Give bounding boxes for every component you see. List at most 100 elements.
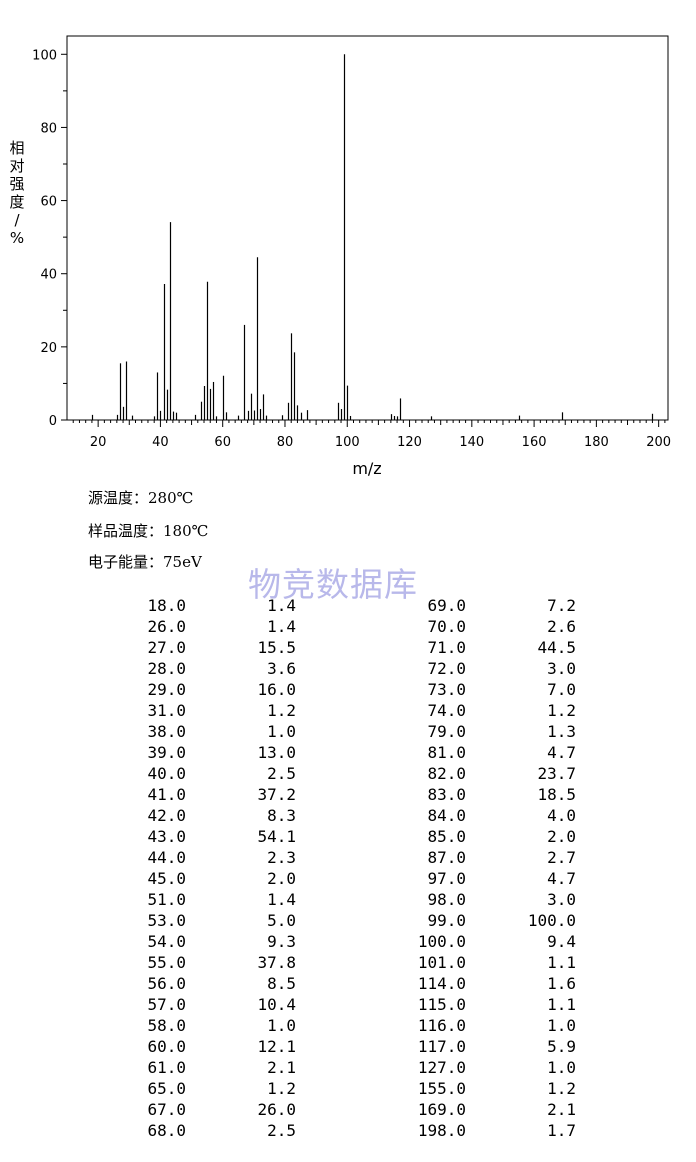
mz-value: 198.0: [417, 1121, 466, 1140]
table-row: 67.0 26.0 169.0 2.1: [0, 1100, 696, 1121]
mz-value: 72.0: [427, 659, 466, 678]
intensity-value: 9.3: [267, 932, 296, 951]
intensity-value: 7.2: [547, 596, 576, 615]
intensity-value: 12.1: [257, 1037, 296, 1056]
intensity-value: 1.1: [547, 953, 576, 972]
x-axis: 20 40 60 80 100 120 140 160 180 200: [72, 420, 671, 450]
x-tick-label: 40: [152, 435, 169, 450]
intensity-value: 2.0: [547, 827, 576, 846]
x-tick-label: 160: [522, 435, 547, 450]
x-tick-label: 80: [277, 435, 294, 450]
table-row: 29.0 16.0 73.0 7.0: [0, 680, 696, 701]
mz-value: 101.0: [417, 953, 466, 972]
table-row: 65.0 1.2 155.0 1.2: [0, 1079, 696, 1100]
mz-value: 114.0: [417, 974, 466, 993]
intensity-value: 4.0: [547, 806, 576, 825]
intensity-value: 100.0: [527, 911, 576, 930]
mz-value: 43.0: [147, 827, 186, 846]
mz-value: 53.0: [147, 911, 186, 930]
mz-value: 79.0: [427, 722, 466, 741]
y-tick-label: 100: [32, 48, 57, 63]
sample-temperature: 样品温度：180℃: [88, 522, 209, 540]
y-tick-label: 80: [40, 121, 57, 136]
intensity-value: 37.8: [257, 953, 296, 972]
x-axis-label: m/z: [352, 459, 381, 478]
intensity-value: 9.4: [547, 932, 576, 951]
intensity-value: 2.1: [267, 1058, 296, 1077]
intensity-value: 2.5: [267, 1121, 296, 1140]
mz-value: 54.0: [147, 932, 186, 951]
table-row: 31.0 1.2 74.0 1.2: [0, 701, 696, 722]
table-row: 28.0 3.6 72.0 3.0: [0, 659, 696, 680]
mz-value: 87.0: [427, 848, 466, 867]
x-tick-label: 20: [90, 435, 107, 450]
mz-value: 67.0: [147, 1100, 186, 1119]
y-axis: 0 20 40 60 80 100: [32, 48, 67, 429]
intensity-value: 3.6: [267, 659, 296, 678]
mz-value: 117.0: [417, 1037, 466, 1056]
intensity-value: 1.2: [267, 1079, 296, 1098]
intensity-value: 1.2: [267, 701, 296, 720]
mz-value: 116.0: [417, 1016, 466, 1035]
spectrum-peaks: [91, 54, 654, 420]
intensity-value: 3.0: [547, 890, 576, 909]
intensity-value: 4.7: [547, 869, 576, 888]
mz-value: 115.0: [417, 995, 466, 1014]
mz-value: 74.0: [427, 701, 466, 720]
table-row: 53.0 5.0 99.0 100.0: [0, 911, 696, 932]
table-row: 26.0 1.4 70.0 2.6: [0, 617, 696, 638]
x-tick-label: 200: [646, 435, 671, 450]
mz-value: 39.0: [147, 743, 186, 762]
mz-value: 68.0: [147, 1121, 186, 1140]
table-row: 56.0 8.5 114.0 1.6: [0, 974, 696, 995]
intensity-value: 8.3: [267, 806, 296, 825]
intensity-value: 1.0: [267, 722, 296, 741]
intensity-value: 15.5: [257, 638, 296, 657]
table-row: 40.0 2.5 82.0 23.7: [0, 764, 696, 785]
source-temperature: 源温度：280℃: [88, 489, 194, 507]
intensity-value: 13.0: [257, 743, 296, 762]
table-row: 60.0 12.1 117.0 5.9: [0, 1037, 696, 1058]
mz-value: 84.0: [427, 806, 466, 825]
mz-value: 40.0: [147, 764, 186, 783]
intensity-value: 16.0: [257, 680, 296, 699]
mz-value: 65.0: [147, 1079, 186, 1098]
intensity-value: 8.5: [267, 974, 296, 993]
mz-value: 85.0: [427, 827, 466, 846]
intensity-value: 5.9: [547, 1037, 576, 1056]
mz-value: 28.0: [147, 659, 186, 678]
mz-value: 100.0: [417, 932, 466, 951]
x-tick-label: 120: [397, 435, 422, 450]
table-row: 54.0 9.3 100.0 9.4: [0, 932, 696, 953]
mz-value: 71.0: [427, 638, 466, 657]
intensity-value: 1.1: [547, 995, 576, 1014]
y-tick-label: 40: [40, 268, 57, 283]
x-tick-label: 100: [335, 435, 360, 450]
intensity-value: 1.2: [547, 701, 576, 720]
intensity-value: 2.3: [267, 848, 296, 867]
mz-value: 81.0: [427, 743, 466, 762]
mz-value: 57.0: [147, 995, 186, 1014]
mz-value: 18.0: [147, 596, 186, 615]
mz-value: 60.0: [147, 1037, 186, 1056]
intensity-value: 3.0: [547, 659, 576, 678]
intensity-value: 44.5: [537, 638, 576, 657]
intensity-value: 2.5: [267, 764, 296, 783]
y-tick-label: 20: [40, 341, 57, 356]
mz-value: 127.0: [417, 1058, 466, 1077]
mz-value: 55.0: [147, 953, 186, 972]
intensity-value: 5.0: [267, 911, 296, 930]
watermark-text: 物竞数据库: [248, 565, 418, 604]
intensity-value: 1.6: [547, 974, 576, 993]
mz-value: 56.0: [147, 974, 186, 993]
table-row: 58.0 1.0 116.0 1.0: [0, 1016, 696, 1037]
mz-value: 169.0: [417, 1100, 466, 1119]
table-row: 55.0 37.8 101.0 1.1: [0, 953, 696, 974]
table-row: 61.0 2.1 127.0 1.0: [0, 1058, 696, 1079]
y-tick-label: 60: [40, 195, 57, 210]
intensity-value: 1.4: [267, 617, 296, 636]
mz-value: 45.0: [147, 869, 186, 888]
mz-value: 69.0: [427, 596, 466, 615]
y-tick-label: 0: [49, 414, 57, 429]
